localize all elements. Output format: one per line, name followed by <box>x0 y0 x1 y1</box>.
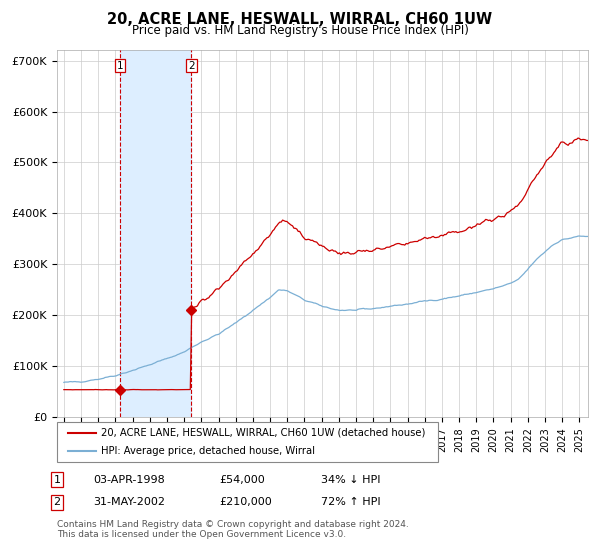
Text: 20, ACRE LANE, HESWALL, WIRRAL, CH60 1UW (detached house): 20, ACRE LANE, HESWALL, WIRRAL, CH60 1UW… <box>101 428 425 437</box>
Text: This data is licensed under the Open Government Licence v3.0.: This data is licensed under the Open Gov… <box>57 530 346 539</box>
Text: 2: 2 <box>188 60 194 71</box>
Text: HPI: Average price, detached house, Wirral: HPI: Average price, detached house, Wirr… <box>101 446 315 456</box>
Text: 03-APR-1998: 03-APR-1998 <box>93 475 165 485</box>
Text: 72% ↑ HPI: 72% ↑ HPI <box>321 497 380 507</box>
Bar <box>120 50 191 417</box>
Text: £210,000: £210,000 <box>219 497 272 507</box>
Text: Price paid vs. HM Land Registry's House Price Index (HPI): Price paid vs. HM Land Registry's House … <box>131 24 469 37</box>
Text: 1: 1 <box>116 60 123 71</box>
Text: 31-MAY-2002: 31-MAY-2002 <box>93 497 165 507</box>
Text: 2: 2 <box>53 497 61 507</box>
Text: £54,000: £54,000 <box>219 475 265 485</box>
Text: 1: 1 <box>53 475 61 485</box>
Text: 34% ↓ HPI: 34% ↓ HPI <box>321 475 380 485</box>
Text: 20, ACRE LANE, HESWALL, WIRRAL, CH60 1UW: 20, ACRE LANE, HESWALL, WIRRAL, CH60 1UW <box>107 12 493 27</box>
Text: Contains HM Land Registry data © Crown copyright and database right 2024.: Contains HM Land Registry data © Crown c… <box>57 520 409 529</box>
